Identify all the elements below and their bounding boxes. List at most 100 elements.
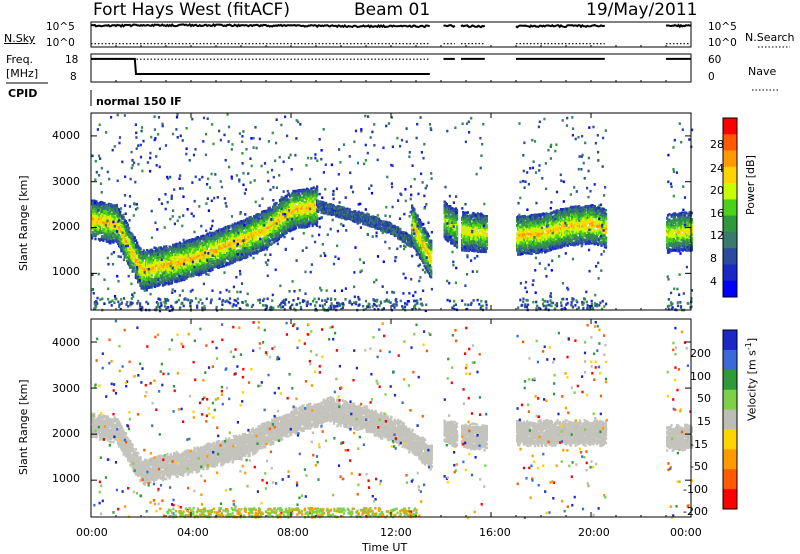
power-cell <box>262 243 265 246</box>
power-cell <box>210 266 213 270</box>
power-cell <box>156 276 159 279</box>
power-cell <box>214 252 217 256</box>
power-cell <box>97 217 100 221</box>
power-cell <box>223 249 226 252</box>
power-cell <box>241 247 244 251</box>
power-cell <box>277 212 280 216</box>
power-cell <box>165 269 168 272</box>
power-cell <box>246 217 249 220</box>
power-cell <box>233 246 237 249</box>
power-cell <box>123 227 126 230</box>
power-cell <box>286 224 289 227</box>
power-cell <box>221 262 224 266</box>
power-cell <box>228 225 231 229</box>
power-cell <box>147 256 150 260</box>
power-cell <box>187 271 190 274</box>
power-cell <box>210 268 213 272</box>
power-cell <box>116 239 120 242</box>
power-cell <box>300 224 303 227</box>
power-cell <box>110 204 113 208</box>
power-cell <box>290 215 293 218</box>
power-cell <box>133 264 136 267</box>
power-cell <box>300 198 303 201</box>
power-cell <box>125 221 129 225</box>
power-cell <box>173 255 176 258</box>
power-cell <box>156 274 159 278</box>
power-cell <box>268 212 271 216</box>
power-cell <box>105 218 108 221</box>
power-cell <box>219 265 222 268</box>
power-cell <box>160 260 163 264</box>
power-cell <box>223 245 226 248</box>
power-cell <box>259 226 262 230</box>
power-cell <box>114 204 117 208</box>
power-cell <box>212 261 215 264</box>
power-cell <box>241 255 244 258</box>
power-cell <box>147 251 150 254</box>
power-cell <box>286 200 289 204</box>
power-cell <box>132 238 135 241</box>
power-cell <box>177 279 180 283</box>
power-cell <box>271 242 274 245</box>
power-cell <box>142 286 145 289</box>
power-cell <box>124 252 127 256</box>
power-cell <box>250 235 253 238</box>
power-cell <box>201 267 204 270</box>
power-cell <box>154 254 157 257</box>
power-cell <box>119 240 122 243</box>
power-cell <box>178 266 181 269</box>
power-cell <box>245 249 248 253</box>
power-cell <box>164 267 167 270</box>
power-cell <box>123 239 126 243</box>
power-cell <box>304 214 307 218</box>
power-cell <box>102 239 105 242</box>
power-cell <box>296 204 300 208</box>
power-cell <box>174 261 177 264</box>
power-cell <box>170 262 174 266</box>
power-cell <box>110 239 113 243</box>
power-cell <box>264 226 267 229</box>
power-cell <box>256 230 259 234</box>
power-cell <box>250 251 253 255</box>
power-cell <box>133 257 136 260</box>
power-cell <box>190 275 193 278</box>
power-cell <box>196 245 199 248</box>
power-cell <box>273 226 276 230</box>
power-cell <box>224 234 228 238</box>
power-cell <box>128 261 131 265</box>
power-cell <box>229 224 232 228</box>
power-cell <box>172 246 175 250</box>
power-cell <box>109 210 112 213</box>
power-cell <box>277 204 280 207</box>
power-cell <box>259 229 262 232</box>
power-cell <box>128 237 131 241</box>
power-cell <box>158 282 161 286</box>
power-cell <box>232 225 235 228</box>
power-cell <box>98 205 102 208</box>
power-cell <box>246 232 249 236</box>
power-cell <box>94 228 97 232</box>
power-cell <box>147 265 150 269</box>
power-cell <box>214 263 217 267</box>
power-cell <box>142 273 145 276</box>
power-cell <box>291 210 294 214</box>
power-cell <box>91 237 94 240</box>
power-cell <box>300 196 303 200</box>
power-cell <box>227 241 230 244</box>
power-cell <box>221 253 224 257</box>
power-cell <box>128 234 131 237</box>
power-cell <box>142 287 145 291</box>
power-cell <box>267 230 270 234</box>
power-cell <box>232 226 235 230</box>
power-cell <box>165 248 168 252</box>
power-cell <box>281 199 284 203</box>
power-cell <box>247 238 250 242</box>
freq-unit-label: [MHz] <box>6 68 38 79</box>
power-cell <box>92 209 95 213</box>
power-cell <box>210 254 213 257</box>
power-cell <box>169 282 172 285</box>
power-cell <box>169 280 172 284</box>
power-cell <box>237 228 240 232</box>
power-cell <box>199 251 202 254</box>
power-cell <box>255 227 258 230</box>
